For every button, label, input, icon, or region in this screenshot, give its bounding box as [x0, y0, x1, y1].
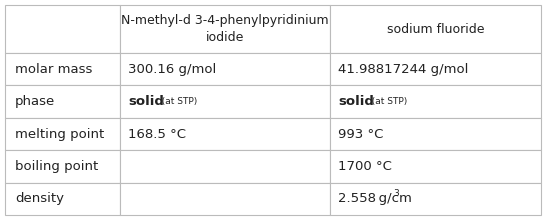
Text: molar mass: molar mass — [15, 63, 92, 76]
Text: solid: solid — [128, 95, 164, 108]
Text: solid: solid — [338, 95, 374, 108]
Bar — [120, 53, 330, 85]
Bar — [5, 183, 120, 215]
Text: phase: phase — [15, 95, 55, 108]
Text: (at STP): (at STP) — [366, 97, 407, 106]
Bar — [330, 118, 541, 150]
Text: 3: 3 — [393, 189, 399, 198]
Bar — [330, 85, 541, 118]
Bar — [5, 85, 120, 118]
Text: 2.558 g/cm: 2.558 g/cm — [338, 192, 412, 205]
Bar — [5, 118, 120, 150]
Bar — [5, 150, 120, 183]
Bar — [120, 183, 330, 215]
Text: density: density — [15, 192, 64, 205]
Text: boiling point: boiling point — [15, 160, 98, 173]
Bar — [120, 5, 330, 53]
Bar — [5, 5, 120, 53]
Bar — [330, 150, 541, 183]
Text: N-methyl-d 3-4-phenylpyridinium
iodide: N-methyl-d 3-4-phenylpyridinium iodide — [121, 14, 329, 44]
Text: 300.16 g/mol: 300.16 g/mol — [128, 63, 216, 76]
Bar — [120, 118, 330, 150]
Text: 1700 °C: 1700 °C — [338, 160, 392, 173]
Bar — [120, 85, 330, 118]
Bar — [5, 53, 120, 85]
Text: 41.98817244 g/mol: 41.98817244 g/mol — [338, 63, 468, 76]
Text: 168.5 °C: 168.5 °C — [128, 128, 186, 141]
Bar — [330, 5, 541, 53]
Bar — [330, 183, 541, 215]
Text: melting point: melting point — [15, 128, 104, 141]
Bar — [330, 53, 541, 85]
Text: 993 °C: 993 °C — [338, 128, 383, 141]
Text: sodium fluoride: sodium fluoride — [387, 22, 484, 35]
Text: (at STP): (at STP) — [156, 97, 197, 106]
Bar — [120, 150, 330, 183]
